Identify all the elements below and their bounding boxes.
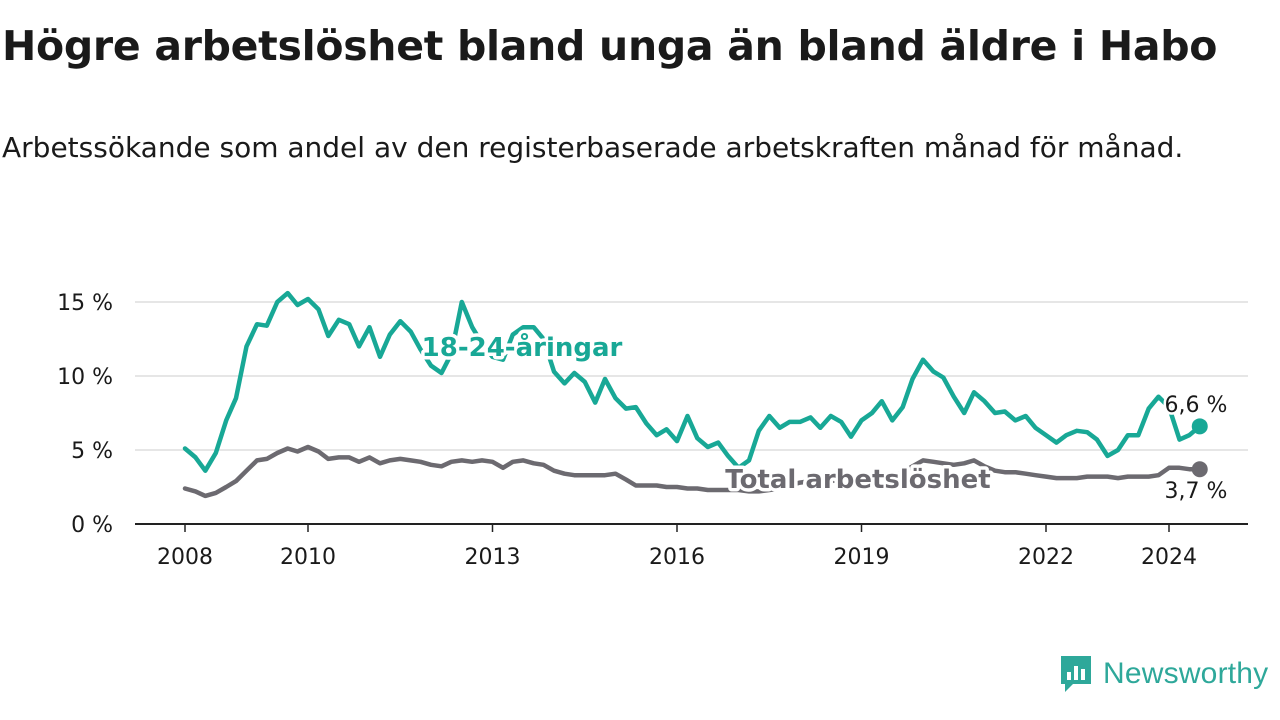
x-axis-ticks: 2008 2010 2013 2016 2019 2022 2024 (135, 523, 1248, 570)
y-tick-label: 10 % (57, 365, 113, 390)
gridlines (135, 301, 1248, 451)
y-tick-label: 15 % (57, 291, 113, 316)
x-tick-label: 2010 (280, 545, 336, 570)
youth-series-label: 18-24-åringar (422, 331, 623, 363)
y-tick-label: 5 % (71, 439, 113, 464)
chart-subtitle: Arbetssökande som andel av den registerb… (2, 131, 1184, 164)
brand-name: Newsworthy (1103, 657, 1269, 690)
youth-series-end-point (1191, 418, 1208, 435)
series-lines (182, 290, 1208, 499)
x-tick-label: 2019 (834, 545, 890, 570)
youth-end-value-label: 6,6 % (1165, 393, 1228, 418)
series-labels: 18-24-åringar Total arbetslöshet 6,6 % 3,7 … (418, 328, 1230, 507)
chart-title: Högre arbetslöshet bland unga än bland ä… (2, 22, 1218, 70)
x-tick-label: 2008 (157, 545, 213, 570)
x-tick-label: 2022 (1018, 545, 1074, 570)
brand-logo[interactable]: Newsworthy (1059, 654, 1268, 694)
newsworthy-logo-icon (1061, 656, 1091, 692)
x-tick-label: 2013 (465, 545, 521, 570)
y-tick-label: 0 % (71, 513, 113, 538)
total-series-end-point (1191, 461, 1208, 478)
total-end-value-label: 3,7 % (1165, 479, 1228, 504)
total-series-line (182, 444, 1203, 499)
x-tick-label: 2016 (649, 545, 705, 570)
total-series-label: Total arbetslöshet (725, 465, 990, 495)
x-tick-label: 2024 (1141, 545, 1197, 570)
youth-series-line (182, 290, 1203, 473)
y-axis-ticks: 0 % 5 % 10 % 15 % (57, 291, 113, 538)
